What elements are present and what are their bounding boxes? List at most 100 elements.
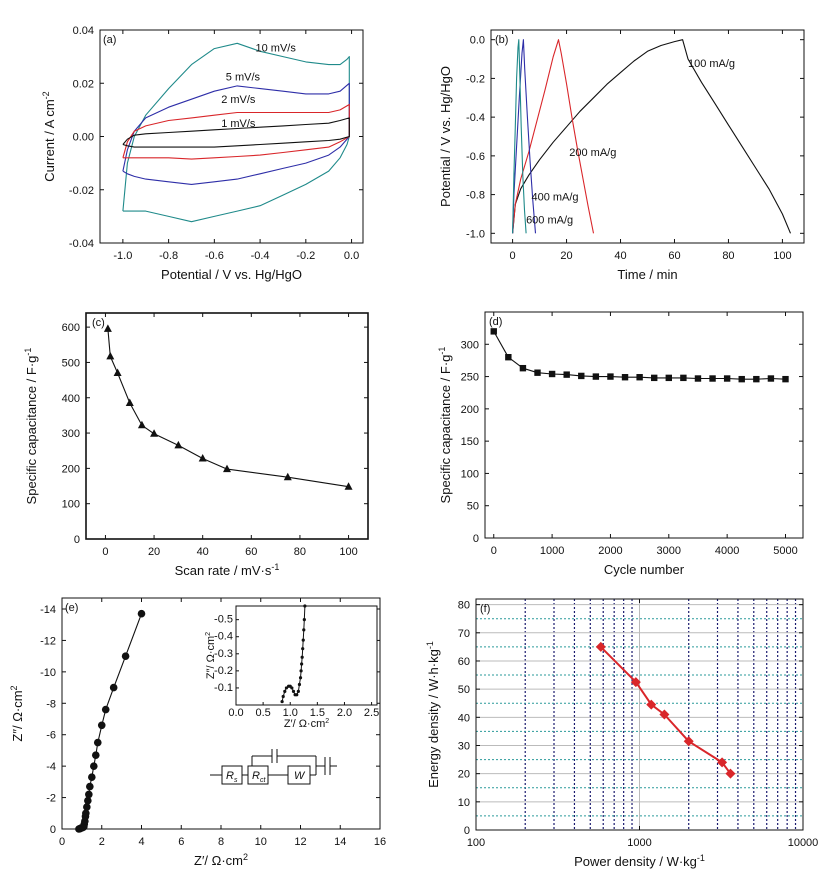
x-tick-label: 12	[294, 836, 306, 848]
y-tick-label: 40	[458, 712, 470, 724]
series-label: 2 mV/s	[221, 94, 256, 106]
data-point	[101, 705, 110, 714]
inset-x-axis-label-sup: 2	[325, 718, 329, 725]
x-tick-label: -0.6	[205, 250, 224, 262]
inset-y-axis-label-text: Z″/ Ω·cm	[205, 636, 217, 679]
data-point	[519, 364, 527, 372]
inset-data-point	[300, 655, 304, 659]
x-axis-label-text: Scan rate / mV·s	[175, 563, 272, 578]
x-axis-label-sup: 2	[243, 852, 248, 862]
x-tick-label: 2000	[598, 545, 622, 557]
series-label: 600 mA/g	[526, 215, 573, 227]
panel-label: (e)	[65, 602, 78, 614]
y-tick-label: 100	[461, 468, 479, 480]
data-point	[91, 751, 100, 759]
y-tick-label: -6	[46, 730, 56, 742]
x-axis-label-sup: -1	[697, 853, 705, 863]
y-tick-label: 0.02	[73, 78, 94, 90]
data-point	[636, 374, 643, 381]
inset-x-tick-label: 2.5	[364, 707, 379, 719]
y-axis-label: Specific capacitance / F·g-1	[437, 347, 453, 504]
x-tick-label: 8	[218, 836, 224, 848]
y-tick-label: 30	[458, 740, 470, 752]
y-tick-label: -10	[40, 667, 56, 679]
x-tick-label: 4000	[715, 545, 739, 557]
y-tick-label: 100	[62, 499, 80, 511]
inset-x-tick-label: 1.0	[283, 707, 298, 719]
circuit-label: Rct	[252, 770, 266, 784]
inset-y-axis-label: Z″/ Ω·cm2	[205, 632, 217, 679]
series-label: 1 mV/s	[221, 118, 256, 130]
data-point	[174, 440, 183, 449]
x-tick-label: 10	[255, 836, 267, 848]
data-point	[137, 420, 146, 429]
x-tick-label: 0	[491, 545, 497, 557]
x-tick-label: 100	[467, 837, 485, 849]
data-point	[665, 374, 672, 382]
plot-frame	[484, 311, 804, 539]
y-axis-label-text: Specific capacitance / F·g	[438, 355, 453, 504]
x-axis-label: Potential / V vs. Hg/HgO	[161, 267, 302, 282]
series-line	[512, 39, 537, 234]
data-point	[607, 373, 614, 380]
y-tick-label: 50	[467, 501, 479, 513]
panel-d: 0 1000 2000 3000 4000 5000 0 50 100 150 200 250 300 (…	[437, 311, 804, 577]
y-axis-label: Current / A cm-2	[41, 91, 57, 181]
x-tick-label: 1000	[540, 545, 564, 557]
panel-b: 0 20 40 60 80 100 -1.0 -0.8 -0.6 -0.4 -0.2 0.0 (b) Ti…	[438, 29, 805, 282]
y-tick-label: 0.00	[73, 132, 94, 144]
inset-x-axis-label-text: Z′/ Ω·cm	[284, 718, 325, 730]
data-point	[659, 709, 670, 720]
data-point	[93, 738, 102, 747]
data-point	[109, 683, 118, 692]
data-point	[680, 374, 687, 382]
x-tick-label: 14	[334, 836, 346, 848]
data-point	[592, 373, 600, 380]
y-axis-label-text: Potential / V vs. Hg/HgO	[438, 66, 453, 207]
y-tick-label: 0	[50, 824, 56, 836]
inset-x-tick-label: 2.0	[337, 707, 352, 719]
x-tick-label: 40	[197, 546, 209, 558]
circuit-label-text: R	[226, 770, 234, 782]
panel-label: (f)	[480, 603, 490, 615]
y-axis-label-sup: 2	[9, 685, 19, 690]
x-tick-label: 0.0	[344, 250, 359, 262]
y-tick-label: -14	[40, 604, 56, 616]
data-point	[344, 482, 353, 490]
x-tick-label: 0	[510, 250, 516, 262]
data-point	[505, 354, 512, 361]
inset-x-tick-label: 0.5	[255, 707, 270, 719]
y-tick-label: 20	[458, 769, 470, 781]
y-axis-label: Potential / V vs. Hg/HgO	[438, 66, 453, 207]
x-tick-label: 0	[59, 836, 65, 848]
data-point	[86, 782, 94, 791]
data-point	[738, 375, 745, 383]
series-label: 400 mA/g	[531, 191, 578, 203]
data-point	[97, 721, 106, 730]
y-tick-label: 0	[473, 533, 479, 545]
y-tick-label: -4	[46, 761, 56, 773]
y-tick-label: 300	[62, 428, 80, 440]
y-axis-label-sup: -1	[23, 348, 33, 356]
y-axis-label: Energy density / W·h·kg-1	[425, 641, 441, 788]
inset-data-point	[290, 686, 294, 690]
data-point	[753, 375, 760, 383]
y-tick-label: 70	[458, 628, 470, 640]
y-axis-label-text: Energy density / W·h·kg	[426, 649, 441, 788]
data-point	[88, 773, 96, 781]
inset-y-tick-label: -0.3	[214, 648, 233, 660]
x-tick-label: 100	[339, 546, 357, 558]
panel-label: (b)	[495, 34, 508, 46]
data-point	[694, 375, 702, 382]
y-tick-label: 60	[458, 656, 470, 668]
data-point	[223, 464, 231, 473]
equivalent-circuit	[210, 749, 337, 785]
x-tick-label: 16	[374, 836, 386, 848]
x-axis-label: Power density / W·kg-1	[574, 853, 705, 869]
x-tick-label: 60	[245, 546, 257, 558]
y-axis-label: Z″/ Ω·cm2	[9, 685, 25, 741]
data-point	[683, 736, 694, 747]
y-axis-label-sup: -1	[425, 641, 435, 649]
y-tick-label: 250	[461, 372, 479, 384]
